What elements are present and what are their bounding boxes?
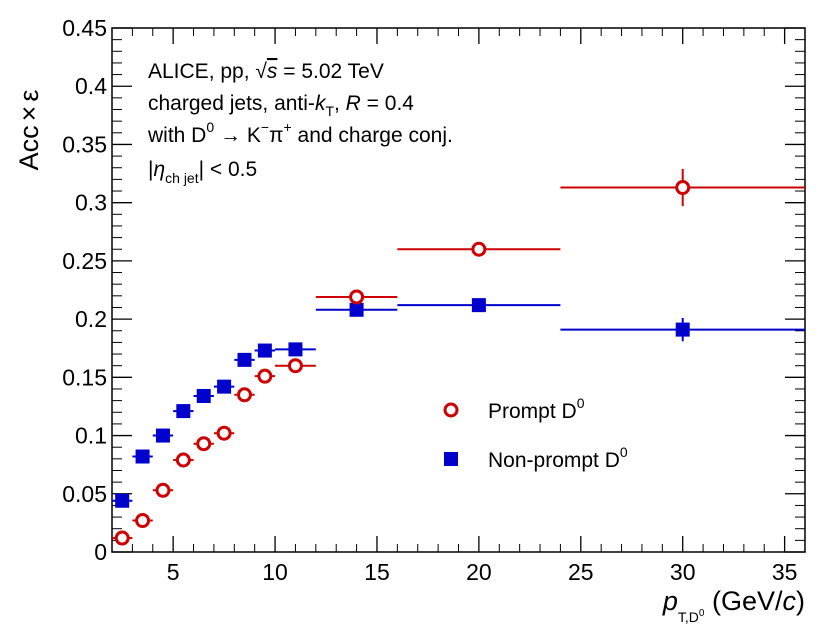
data-point-prompt (675, 180, 691, 196)
data-point-prompt (175, 452, 191, 468)
data-point-prompt (287, 358, 303, 374)
data-point-prompt (471, 241, 487, 257)
annotation-line-4: |ηch jet| < 0.5 (148, 158, 257, 186)
data-point-prompt (236, 387, 252, 403)
legend: Prompt D0 Non-prompt D0 (443, 395, 628, 472)
data-point-nonprompt (196, 388, 211, 403)
annotation-line-3: with D0 → K−π+ and charge conj. (147, 119, 453, 147)
x-tick-label: 5 (167, 559, 180, 585)
y-tick-label: 0.3 (75, 190, 107, 216)
series-layer (112, 168, 805, 546)
data-point-nonprompt (288, 342, 303, 357)
axis-tick-labels: 5 10 15 20 25 30 35 0 0.05 0.1 0.15 0.2 0.25 0.3 0.35 0… (62, 15, 797, 585)
y-tick-label: 0 (94, 539, 107, 565)
data-point-nonprompt (471, 298, 486, 313)
data-point-nonprompt (237, 352, 252, 367)
x-tick-label: 15 (364, 559, 390, 585)
data-point-prompt (216, 425, 232, 441)
y-axis-title: Acc×ε (14, 90, 44, 171)
x-axis-title: pT,D0 (GeV/c) (662, 586, 805, 625)
data-point-prompt (257, 368, 273, 384)
data-point-prompt (135, 513, 151, 529)
legend-label-prompt: Prompt D0 (488, 395, 585, 423)
data-point-nonprompt (155, 428, 170, 443)
legend-marker-nonprompt (444, 452, 458, 466)
series-nonprompt (112, 298, 805, 508)
data-point-nonprompt (135, 449, 150, 464)
y-tick-label: 0.05 (62, 481, 107, 507)
data-point-nonprompt (257, 343, 272, 358)
data-point-nonprompt (675, 322, 690, 337)
data-point-nonprompt (349, 302, 364, 317)
y-tick-label: 0.15 (62, 364, 107, 390)
x-tick-label: 30 (670, 559, 696, 585)
y-tick-label: 0.1 (75, 423, 107, 449)
data-point-nonprompt (176, 404, 191, 419)
data-point-prompt (349, 289, 365, 305)
data-point-prompt (155, 482, 171, 498)
data-point-prompt (196, 436, 212, 452)
annotation-line-1: ALICE, pp, √s = 5.02 TeV (148, 60, 384, 83)
x-tick-label: 10 (262, 559, 288, 585)
y-tick-label: 0.35 (62, 131, 107, 157)
x-tick-label: 35 (772, 559, 798, 585)
axis-ticks (111, 27, 806, 553)
annotation-line-2: charged jets, anti-kT, R = 0.4 (148, 92, 414, 119)
y-tick-label: 0.2 (75, 306, 107, 332)
data-point-nonprompt (217, 379, 232, 394)
x-tick-label: 25 (568, 559, 594, 585)
series-prompt (112, 168, 805, 546)
x-tick-label: 20 (466, 559, 492, 585)
y-tick-label: 0.25 (62, 248, 107, 274)
data-point-prompt (114, 530, 130, 546)
data-point-nonprompt (115, 493, 130, 508)
y-tick-label: 0.45 (62, 15, 107, 41)
legend-label-nonprompt: Non-prompt D0 (488, 444, 628, 472)
legend-marker-prompt (443, 402, 459, 418)
y-tick-label: 0.4 (75, 73, 107, 99)
